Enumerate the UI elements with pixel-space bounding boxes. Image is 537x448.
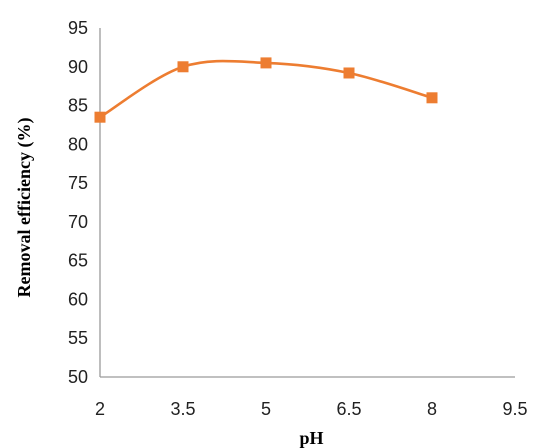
data-point-marker — [94, 111, 106, 123]
data-point-marker — [177, 61, 189, 73]
y-tick-label: 90 — [68, 57, 88, 77]
data-point-marker — [260, 57, 272, 69]
y-tick-label: 55 — [68, 328, 88, 348]
x-tick-label: 3.5 — [170, 399, 195, 419]
x-axis-title: pH — [299, 428, 323, 448]
x-tick-label: 8 — [427, 399, 437, 419]
series-line — [99, 59, 433, 119]
y-tick-label: 70 — [68, 212, 88, 232]
axes — [99, 28, 515, 378]
x-tick-label: 9.5 — [502, 399, 527, 419]
series-group — [94, 57, 438, 123]
y-tick-label: 50 — [68, 367, 88, 387]
y-axis-title: Removal efficiency (%) — [14, 118, 35, 298]
x-tick-label: 2 — [95, 399, 105, 419]
y-tick-label: 80 — [68, 134, 88, 154]
y-tick-label: 60 — [68, 289, 88, 309]
y-tick-label: 65 — [68, 251, 88, 271]
x-tick-label: 6.5 — [336, 399, 361, 419]
x-tick-label: 5 — [261, 399, 271, 419]
y-tick-label: 75 — [68, 173, 88, 193]
data-point-marker — [343, 67, 355, 79]
y-tick-labels: 50 55 60 65 70 75 80 85 90 95 — [68, 18, 88, 387]
y-tick-label: 85 — [68, 96, 88, 116]
x-tick-labels: 2 3.5 5 6.5 8 9.5 — [95, 399, 528, 419]
y-tick-label: 95 — [68, 18, 88, 38]
data-point-marker — [426, 92, 438, 104]
